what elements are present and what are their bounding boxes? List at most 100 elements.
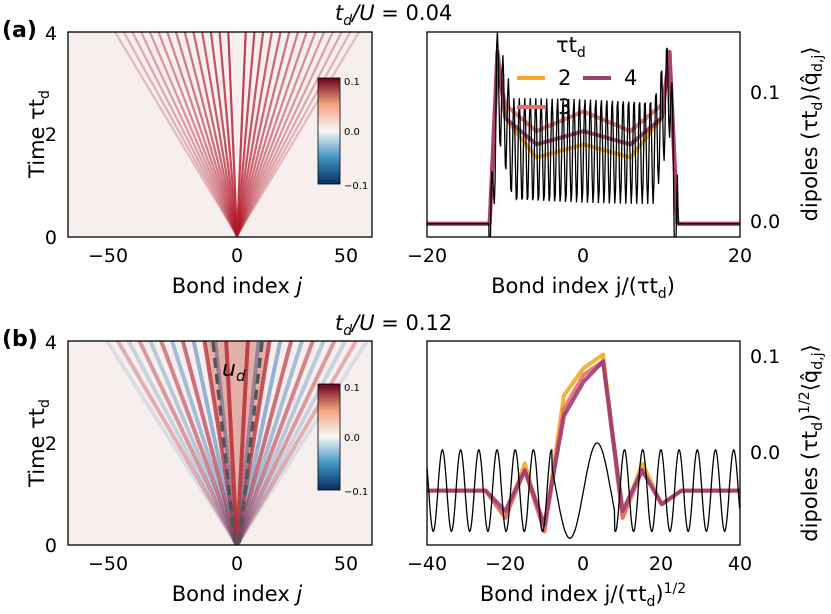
heatmap-b-ray xyxy=(126,341,239,545)
axes-b-left: 4 2 0 −50 0 50 Bond index j Time τtd xyxy=(25,332,358,606)
heatmap-a-ray xyxy=(192,32,239,237)
heatmap-b-ray xyxy=(235,341,348,545)
ytick-a-4: 4 xyxy=(45,23,57,45)
heatmap-a-ray xyxy=(235,32,291,237)
xtick-br-m40: −40 xyxy=(407,553,447,575)
heatmap-a-ray xyxy=(157,32,239,237)
heatmap-a-ray xyxy=(131,32,238,237)
colorbar-a-tick-mid: 0.0 xyxy=(344,127,360,138)
heatmap-a-ray xyxy=(148,32,239,237)
xtick-b-50: 50 xyxy=(334,553,358,575)
heatmap-b-ray xyxy=(159,341,239,545)
legend-label-4: 4 xyxy=(624,66,637,90)
heatmap-a-ray xyxy=(236,32,334,237)
heatmap-a-ray xyxy=(235,32,300,237)
colorbar-b-tick-mid: 0.0 xyxy=(344,433,360,444)
axes-a-left: 4 2 0 −50 0 50 Bond index j Time τtd xyxy=(25,23,358,298)
xlabel-a-left: Bond index j xyxy=(172,274,303,298)
heatmap-b-ray xyxy=(105,341,239,545)
line-b-series-4 xyxy=(427,359,740,527)
xtick-a-0: 0 xyxy=(231,245,243,267)
heatmap-a-ray xyxy=(235,32,256,237)
colorbar-a-tick-top: 0.1 xyxy=(344,77,360,88)
ylabel-b-right: dipoles (τtd)1/2⟨q̂d,j⟩ xyxy=(797,344,826,541)
axes-b-right: −40 −20 0 20 40 0.1 0.0 Bond index j/(τt… xyxy=(407,340,826,610)
heatmap-a-ray xyxy=(227,32,239,237)
heatmap-a-ray xyxy=(140,32,238,237)
xtick-br-0: 0 xyxy=(577,553,589,575)
heatmap-b-ray xyxy=(116,341,239,545)
ytick-ar-01: 0.1 xyxy=(750,82,780,104)
colorbar-a: 0.1 0.0 −0.1 xyxy=(317,77,368,192)
heatmap-b-ray xyxy=(224,341,239,545)
xlabel-a-right: Bond index j/(τtd) xyxy=(491,274,675,302)
heatmap-a-ray xyxy=(235,32,308,237)
ytick-a-0: 0 xyxy=(45,227,57,249)
ytick-ar-00: 0.0 xyxy=(750,211,780,233)
heatmap-a-ray xyxy=(236,32,360,237)
cone-line-left xyxy=(211,341,237,546)
heatmap-b-ray xyxy=(235,341,315,545)
cone-label: ud xyxy=(222,357,246,385)
heatmap-a-ray xyxy=(235,32,282,237)
xtick-br-m20: −20 xyxy=(485,553,525,575)
ytick-a-2: 2 xyxy=(45,124,57,146)
ytick-b-0: 0 xyxy=(45,535,57,557)
heatmap-a-ray xyxy=(183,32,239,237)
heatmap-b-ray xyxy=(235,341,337,545)
heatmap-b-ray xyxy=(235,341,369,545)
ytick-br-00: 0.0 xyxy=(750,442,780,464)
colorbar-b-tick-top: 0.1 xyxy=(344,383,360,394)
cone-line-right xyxy=(237,341,264,546)
ylabel-b-left: Time τtd xyxy=(25,399,53,488)
legend: τtd 2 3 4 xyxy=(517,33,637,119)
colorbar-a-tick-bottom: −0.1 xyxy=(344,181,368,192)
xtick-b-m50: −50 xyxy=(88,553,128,575)
axes-a-right: −20 0 20 0.1 0.0 Bond index j/(τtd) dipo… xyxy=(407,31,826,302)
heatmap-a-ray xyxy=(235,32,247,237)
colorbar-b-tick-bottom: −0.1 xyxy=(344,487,368,498)
xtick-br-40: 40 xyxy=(728,553,752,575)
xtick-ar-m20: −20 xyxy=(407,245,447,267)
heatmap-a-ray xyxy=(174,32,239,237)
xtick-a-50: 50 xyxy=(334,245,358,267)
xtick-ar-20: 20 xyxy=(728,245,752,267)
legend-label-3: 3 xyxy=(558,95,571,119)
xtick-br-20: 20 xyxy=(649,553,673,575)
xlabel-b-right: Bond index j/(τtd)1/2 xyxy=(480,581,686,610)
panel-a-title: td/U = 0.04 xyxy=(335,1,452,29)
heatmap-a-ray xyxy=(236,32,352,237)
heatmap-a-ray xyxy=(235,32,273,237)
panel-b-label: (b) xyxy=(2,327,38,352)
heatmap-b-ray xyxy=(137,341,239,545)
heatmap-a-ray xyxy=(114,32,238,237)
heatmap-b-core xyxy=(205,341,270,545)
panel-a-label: (a) xyxy=(2,18,37,43)
heatmap-a-ray xyxy=(235,32,317,237)
heatmap-b-ray xyxy=(235,341,326,545)
heatmap-b-ray xyxy=(235,341,294,545)
heatmap-a-ray xyxy=(166,32,239,237)
heatmap-a-ray xyxy=(235,32,265,237)
ytick-b-4: 4 xyxy=(45,332,57,354)
xtick-ar-0: 0 xyxy=(577,245,589,267)
legend-title: τtd xyxy=(556,33,586,61)
ytick-b-2: 2 xyxy=(45,433,57,455)
heatmap-a-ray xyxy=(218,32,239,237)
line-a-reference-line xyxy=(427,32,740,237)
xtick-b-0: 0 xyxy=(231,553,243,575)
xtick-a-m50: −50 xyxy=(88,245,128,267)
panel-b-title: td/U = 0.12 xyxy=(335,311,452,339)
xlabel-b-left: Bond index j xyxy=(172,582,303,606)
heatmap-a-ray xyxy=(122,32,238,237)
heatmap-a-ray xyxy=(201,32,239,237)
ylabel-a-right: dipoles (τtd)⟨q̂d,j⟩ xyxy=(798,47,826,222)
colorbar-b: 0.1 0.0 −0.1 xyxy=(317,383,368,498)
line-b-reference-line xyxy=(427,442,740,539)
heatmap-a-ray xyxy=(235,32,326,237)
ylabel-a-left: Time τtd xyxy=(25,90,53,179)
heatmap-a-ray xyxy=(209,32,239,237)
legend-label-2: 2 xyxy=(558,66,571,90)
heatmap-b-ray xyxy=(235,341,358,545)
